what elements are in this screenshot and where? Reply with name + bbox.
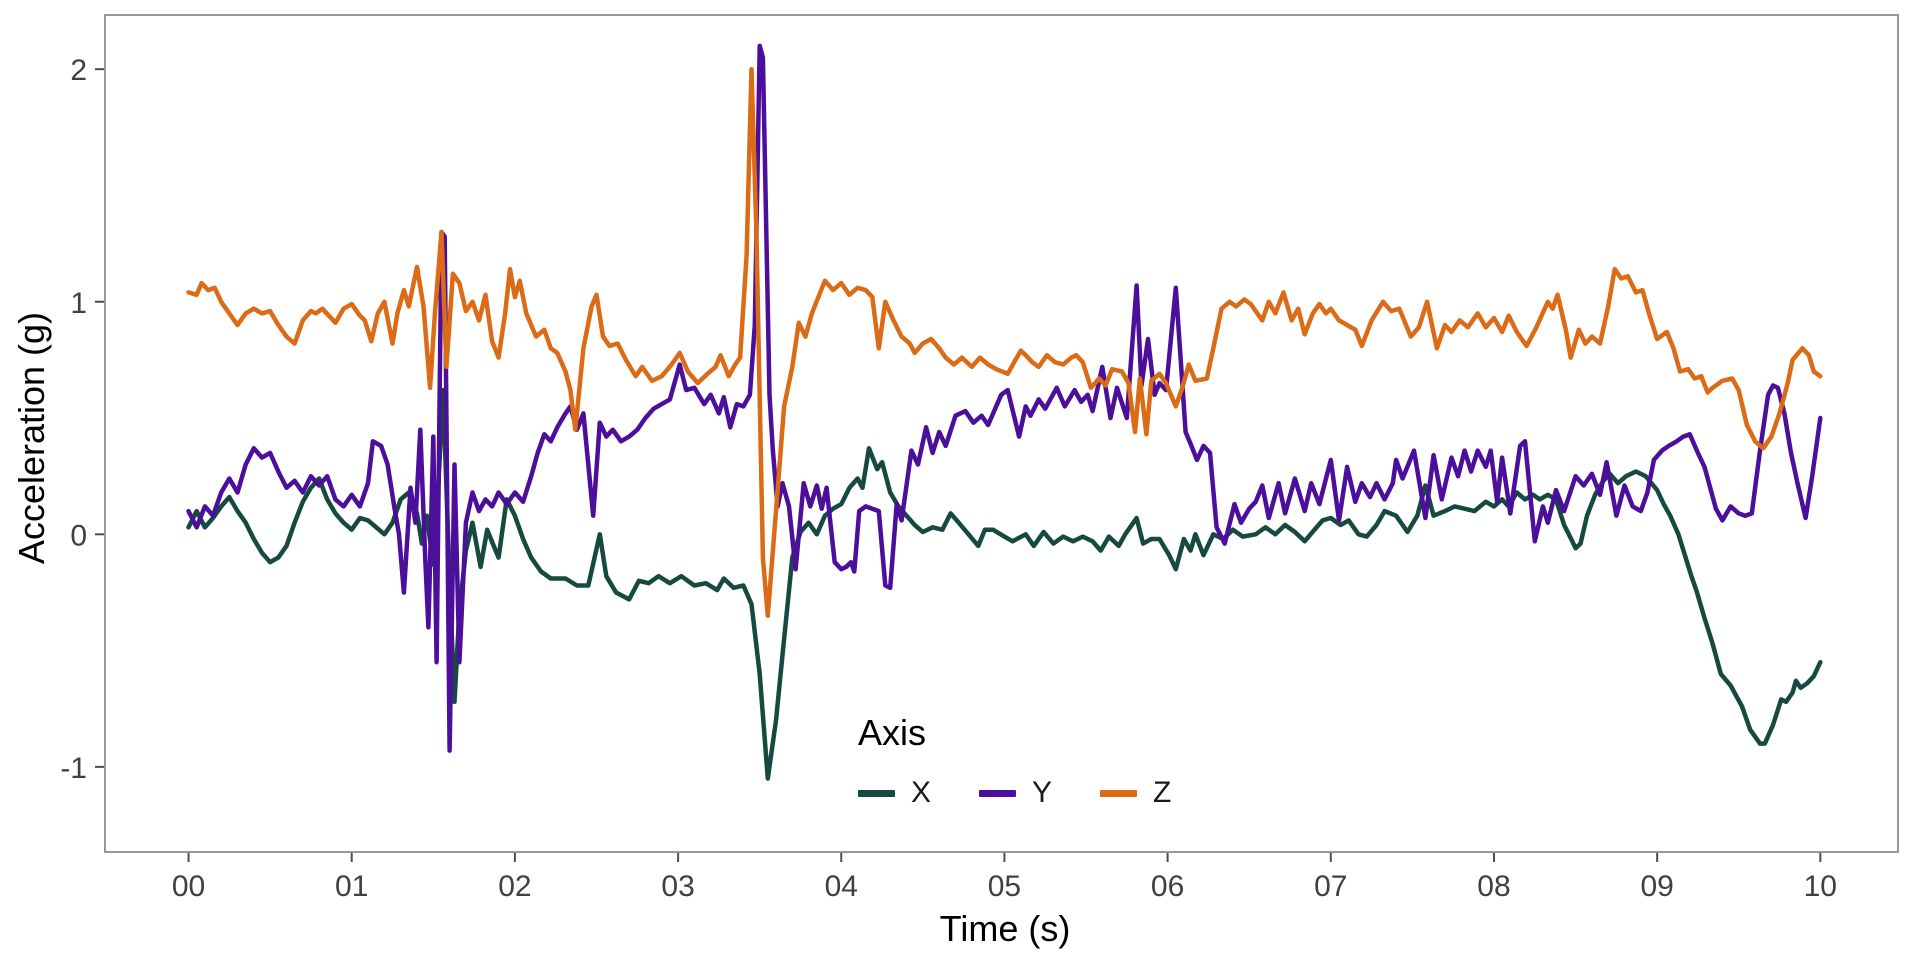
y-tick-label: 1 (70, 287, 87, 320)
x-axis-title-text: Time (s) (939, 908, 1071, 949)
x-tick-label: 00 (172, 870, 205, 903)
y-tick-label: -1 (60, 752, 87, 785)
legend-entry-y: Y (979, 776, 1052, 810)
legend-swatch-x-line (858, 789, 895, 797)
x-tick-label: 07 (1314, 870, 1347, 903)
series-line-z (186, 66, 1823, 618)
legend-entries: X Y Z (858, 776, 1219, 810)
x-tick-label: 09 (1640, 870, 1673, 903)
x-tick-label: 08 (1477, 870, 1510, 903)
y-axis-title-text: Acceleration (g) (11, 311, 52, 565)
series-line-y (186, 43, 1823, 753)
legend-entry-z: Z (1100, 776, 1171, 810)
legend-swatch-y-line (979, 789, 1017, 797)
x-tick-label: 05 (988, 870, 1021, 903)
legend-label-y: Y (1032, 776, 1053, 809)
y-tick-label: 2 (70, 54, 87, 87)
x-tick-label: 10 (1804, 870, 1837, 903)
y-axis-title: Acceleration (g) (11, 228, 53, 648)
y-tick-label: 0 (70, 519, 87, 552)
legend-swatch-z-line (1100, 789, 1138, 797)
x-axis-title: Time (s) (0, 908, 1920, 950)
legend: Axis X Y Z (858, 712, 1219, 810)
x-tick-label: 02 (498, 870, 531, 903)
legend-label-z: Z (1153, 776, 1172, 809)
legend-label-x: X (911, 776, 932, 809)
x-tick-label: 06 (1151, 870, 1184, 903)
legend-entry-x: X (858, 776, 931, 810)
panel-border (104, 14, 1899, 853)
x-tick-label: 04 (825, 870, 858, 903)
legend-title: Axis (858, 712, 927, 753)
x-tick-label: 03 (661, 870, 694, 903)
x-tick-label: 01 (335, 870, 368, 903)
